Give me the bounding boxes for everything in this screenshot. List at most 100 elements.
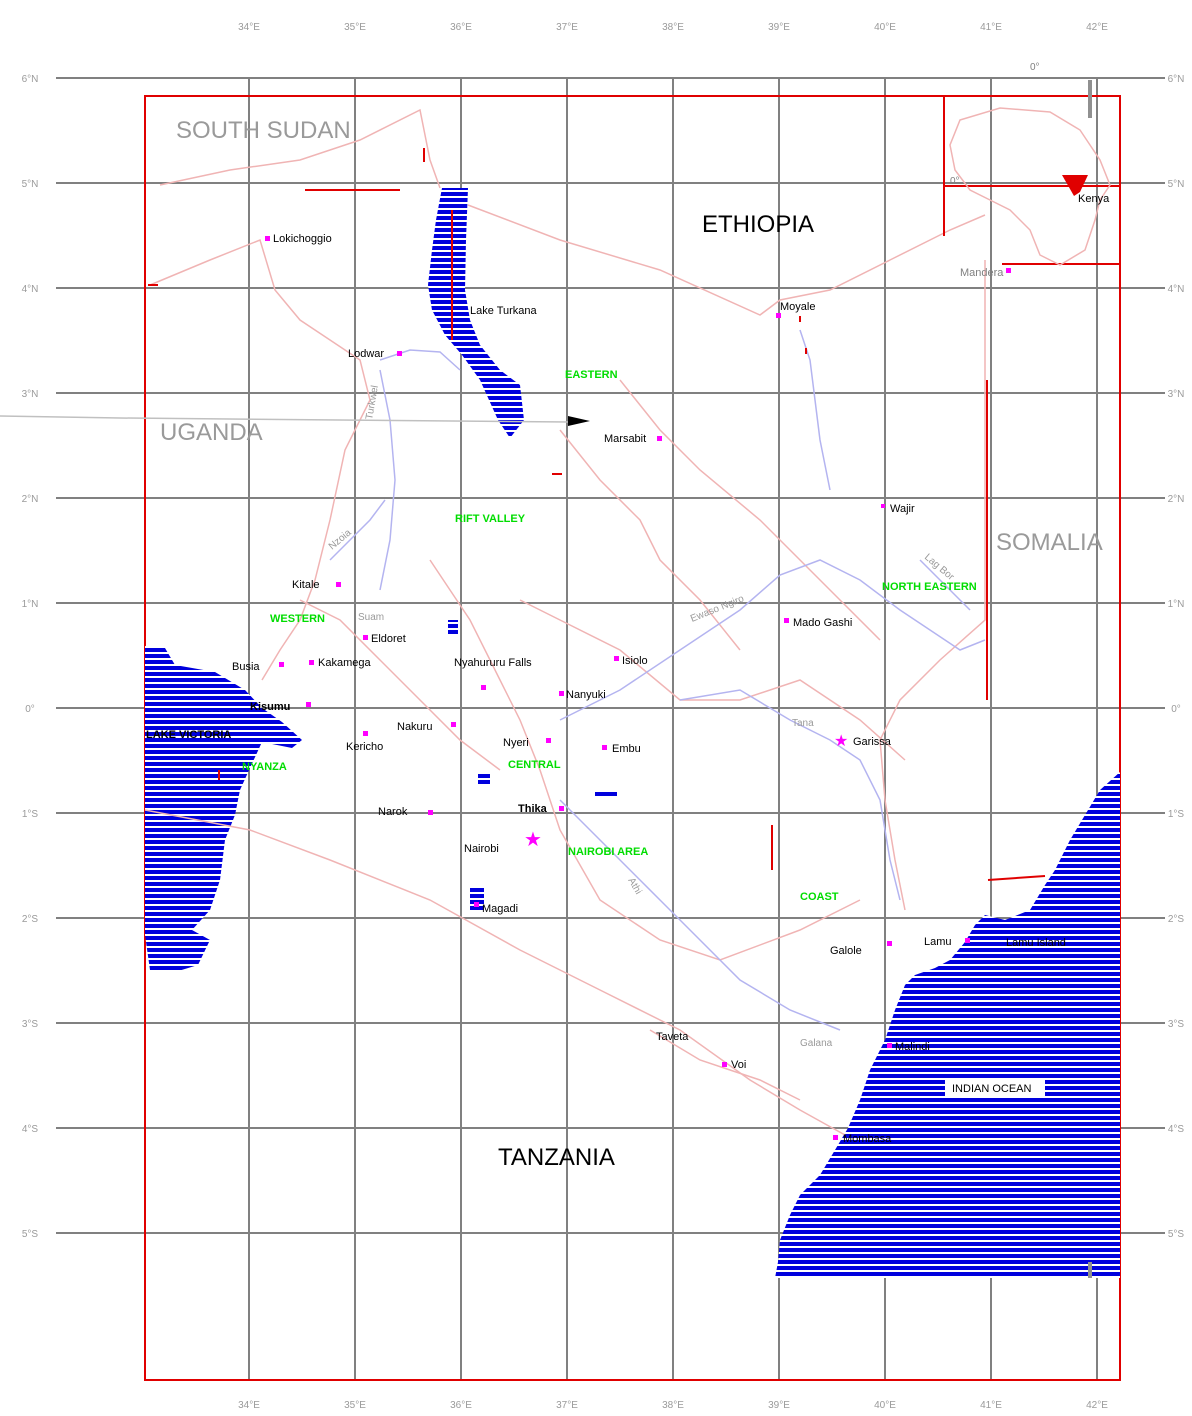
town-label: Mado Gashi — [793, 617, 852, 629]
lon-label-bottom: 42°E — [1086, 1400, 1108, 1411]
town-label: Kakamega — [318, 657, 371, 669]
town-kenya-inset: Kenya — [1078, 193, 1110, 205]
label-lake-victoria: LAKE VICTORIA — [146, 729, 231, 741]
town-label: Nanyuki — [566, 689, 606, 701]
town-label: Nakuru — [397, 721, 432, 733]
lon-label-bottom: 38°E — [662, 1400, 684, 1411]
town-label: Marsabit — [604, 433, 646, 445]
town-taveta: Taveta — [656, 1031, 689, 1043]
town-embu: Embu — [602, 743, 641, 755]
label-river-suam: Suam — [358, 612, 384, 623]
town-kericho: Kericho — [346, 731, 383, 753]
lat-label-right: 6°N — [1168, 74, 1185, 85]
label-indian-ocean: INDIAN OCEAN — [952, 1083, 1032, 1095]
town-marker — [881, 504, 885, 508]
town-eldoret: Eldoret — [363, 633, 406, 645]
lon-label-top: 36°E — [450, 22, 472, 33]
label-river-tana: Tana — [792, 718, 814, 729]
river-labels: Ewaso Ngiro Tana Galana Lag Bor Athi Tur… — [327, 384, 957, 1049]
town-marker — [559, 691, 564, 696]
town-marker — [559, 806, 564, 811]
lat-label-right: 5°S — [1168, 1229, 1185, 1240]
town-label: Kenya — [1078, 193, 1110, 205]
lon-label-bottom: 36°E — [450, 1400, 472, 1411]
lon-label-bottom: 39°E — [768, 1400, 790, 1411]
town-marsabit: Marsabit — [604, 433, 662, 445]
lon-label-top: 40°E — [874, 22, 896, 33]
lat-label-right: 2°N — [1168, 494, 1185, 505]
lat-label-right: 1°S — [1168, 809, 1185, 820]
lon-label-bottom: 37°E — [556, 1400, 578, 1411]
lon-label-top: 41°E — [980, 22, 1002, 33]
town-moyale: Moyale — [776, 301, 815, 318]
town-marker — [776, 313, 781, 318]
label-lamu-island: Lamu Island — [1006, 937, 1066, 949]
lat-label-right: 0° — [1171, 704, 1181, 715]
lat-label-right: 2°S — [1168, 914, 1185, 925]
rivers — [330, 330, 985, 1030]
town-label: Lamu — [924, 936, 952, 948]
town-label: Kisumu — [250, 701, 290, 713]
lat-label-left: 4°N — [22, 284, 39, 295]
town-label: Taveta — [656, 1031, 689, 1043]
town-label: Moyale — [780, 301, 815, 313]
province-central: CENTRAL — [508, 759, 561, 771]
town-lodwar: Lodwar — [348, 348, 402, 360]
lat-label-right: 4°S — [1168, 1124, 1185, 1135]
town-label: Thika — [518, 803, 548, 815]
lake-small-3 — [595, 790, 617, 798]
town-marker — [722, 1062, 727, 1067]
town-nanyuki: Nanyuki — [559, 689, 606, 701]
arrow-marker — [568, 416, 590, 426]
town-marker — [363, 635, 368, 640]
town-nyeri: Nyeri — [503, 737, 551, 749]
town-marker — [965, 938, 970, 943]
lon-label-top: 35°E — [344, 22, 366, 33]
town-label: Isiolo — [622, 655, 648, 667]
town-kakamega: Kakamega — [309, 657, 371, 669]
province-labels: EASTERN RIFT VALLEY WESTERN NYANZA CENTR… — [242, 369, 977, 903]
lat-label-left: 1°N — [22, 599, 39, 610]
label-lake-turkana: Lake Turkana — [470, 305, 538, 317]
lon-label-bottom: 35°E — [344, 1400, 366, 1411]
label-river-athi: Athi — [625, 876, 643, 896]
lat-label-left: 3°N — [22, 389, 39, 400]
town-marker — [614, 656, 619, 661]
lake-small-1 — [448, 620, 458, 634]
town-marker — [833, 1135, 838, 1140]
town-kitale: Kitale — [292, 579, 341, 591]
country-uganda: UGANDA — [160, 419, 263, 446]
provincial-star-icon: ★ — [834, 733, 848, 750]
town-lokichoggio: Lokichoggio — [265, 233, 332, 245]
lon-label-bottom: 41°E — [980, 1400, 1002, 1411]
africa-inset — [944, 80, 1120, 265]
lake-victoria — [145, 646, 302, 972]
lon-label-top: 38°E — [662, 22, 684, 33]
inset-lat-label: 0° — [950, 176, 960, 187]
country-ethiopia: ETHIOPIA — [702, 211, 814, 238]
lat-label-right: 4°N — [1168, 284, 1185, 295]
lon-label-bottom: 40°E — [874, 1400, 896, 1411]
town-marker — [279, 662, 284, 667]
lon-label-bottom: 34°E — [238, 1400, 260, 1411]
town-label: Magadi — [482, 903, 518, 915]
town-label: Malindi — [895, 1041, 930, 1053]
lat-label-left: 1°S — [22, 809, 39, 820]
town-label: Nairobi — [464, 843, 499, 855]
lat-label-right: 3°N — [1168, 389, 1185, 400]
town-marker — [363, 731, 368, 736]
town-label: Galole — [830, 945, 862, 957]
lat-label-left: 2°S — [22, 914, 39, 925]
lat-label-left: 0° — [25, 704, 35, 715]
town-label: Kericho — [346, 741, 383, 753]
town-label: Eldoret — [371, 633, 406, 645]
town-marker — [887, 1043, 892, 1048]
town-marker — [784, 618, 789, 623]
town-label: Kitale — [292, 579, 320, 591]
town-label: Nyahururu Falls — [454, 657, 532, 669]
town-marker — [336, 582, 341, 587]
town-label: Embu — [612, 743, 641, 755]
town-marker — [887, 941, 892, 946]
town-wajir: Wajir — [881, 503, 915, 515]
town-label: Mandera — [960, 267, 1004, 279]
